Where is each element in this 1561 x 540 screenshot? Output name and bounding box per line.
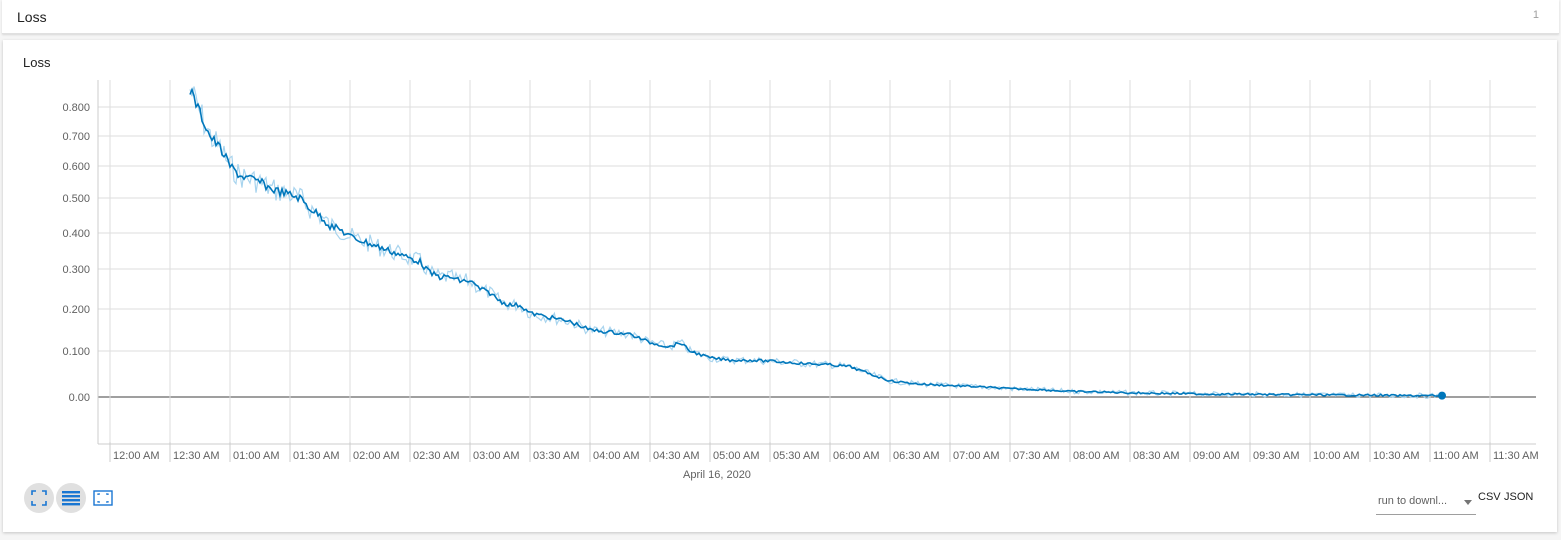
x-tick-label: 10:00 AM <box>1313 450 1359 462</box>
x-tick-label: 12:00 AM <box>113 450 159 462</box>
x-tick-label: 07:30 AM <box>1013 450 1059 462</box>
run-select-value: run to downl... <box>1378 495 1448 507</box>
x-tick-label: 04:00 AM <box>593 450 639 462</box>
loss-chart[interactable]: 0.800 0.700 0.600 0.500 0.400 0.300 0.200 0.100… <box>3 40 1557 532</box>
x-tick-label: 08:30 AM <box>1133 450 1179 462</box>
x-tick-label: 11:30 AM <box>1493 450 1539 462</box>
csv-link[interactable]: CSV <box>1478 491 1501 503</box>
x-tick-label: 08:00 AM <box>1073 450 1119 462</box>
y-tick-label: 0.600 <box>62 161 90 173</box>
series-end-point <box>1438 391 1446 400</box>
x-tick-label: 12:30 AM <box>173 450 219 462</box>
chart-card: Loss 0.800 0.700 0.600 0.500 0.400 0.300 0.200… <box>3 40 1557 532</box>
y-tick-label: 0.400 <box>62 228 90 240</box>
x-tick-label: 01:00 AM <box>233 450 279 462</box>
x-tick-label: 09:30 AM <box>1253 450 1299 462</box>
y-tick-label: 0.100 <box>62 346 90 358</box>
x-tick-label: 06:00 AM <box>833 450 879 462</box>
series-line <box>189 87 1443 398</box>
x-tick-label: 01:30 AM <box>293 450 339 462</box>
fullscreen-button[interactable] <box>24 483 54 513</box>
x-tick-label: 03:30 AM <box>533 450 579 462</box>
y-tick-label: 0.200 <box>62 304 90 316</box>
y-tick-label: 0.500 <box>62 193 90 205</box>
x-tick-label: 07:00 AM <box>953 450 999 462</box>
x-tick-label: 06:30 AM <box>893 450 939 462</box>
x-tick-label: 09:00 AM <box>1193 450 1239 462</box>
x-tick-label: 11:00 AM <box>1433 450 1479 462</box>
toggle-y-log-button[interactable] <box>56 483 86 513</box>
x-tick-label: 02:00 AM <box>353 450 399 462</box>
fit-domain-icon <box>93 490 113 506</box>
x-tick-label: 03:00 AM <box>473 450 519 462</box>
x-tick-label: 05:00 AM <box>713 450 759 462</box>
chevron-down-icon <box>1464 500 1472 505</box>
y-tick-label: 0.700 <box>62 131 90 143</box>
x-tick-label: 05:30 AM <box>773 450 819 462</box>
y-tick-label: 0.300 <box>62 264 90 276</box>
x-tick-label: 10:30 AM <box>1373 450 1419 462</box>
group-header[interactable]: Loss 1 <box>2 0 1559 34</box>
chart-title: Loss <box>23 55 51 70</box>
x-tick-label: 02:30 AM <box>413 450 459 462</box>
y-tick-label: 0.00 <box>69 392 90 404</box>
fullscreen-icon <box>31 490 47 506</box>
group-title: Loss <box>17 9 47 25</box>
y-tick-label: 0.800 <box>62 102 90 114</box>
run-select[interactable]: run to downl... <box>1376 488 1476 515</box>
raw-series-line <box>189 86 1443 399</box>
group-count: 1 <box>1532 9 1539 21</box>
date-label: April 16, 2020 <box>683 469 751 481</box>
fit-domain-button[interactable] <box>88 483 118 513</box>
toggle-y-log-icon <box>62 491 80 506</box>
json-link[interactable]: JSON <box>1504 491 1534 503</box>
x-tick-label: 04:30 AM <box>653 450 699 462</box>
